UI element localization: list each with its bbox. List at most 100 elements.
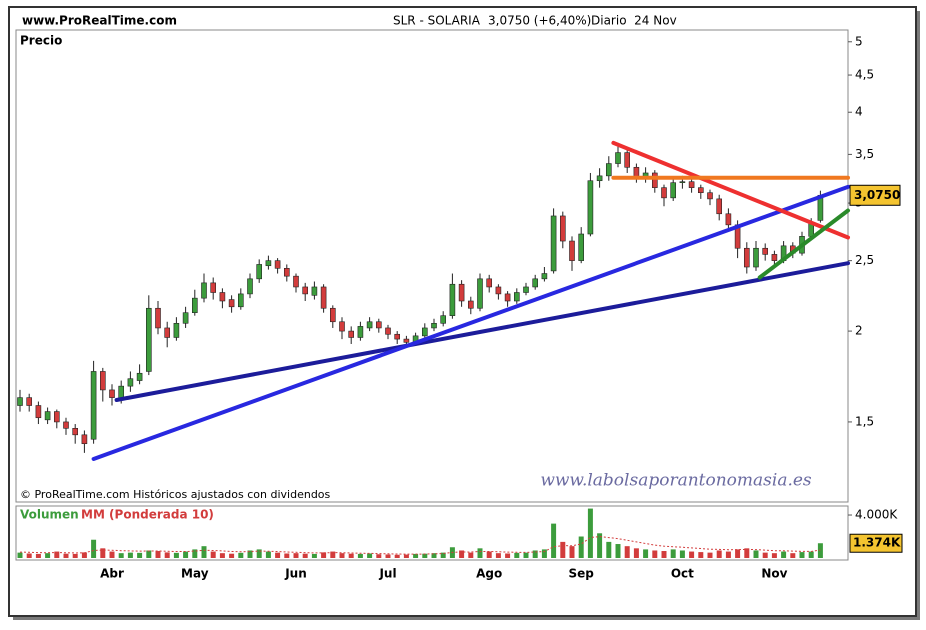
volume-bar <box>339 553 345 558</box>
volume-bar <box>422 553 428 558</box>
volume-panel <box>15 505 849 561</box>
candle-body <box>293 275 299 288</box>
volume-bar <box>670 549 676 558</box>
candle-body <box>155 307 161 329</box>
candle-body <box>320 286 327 309</box>
last-price-label: 3,0750 <box>854 188 900 202</box>
watermark: www.labolsaporantonomasia.es <box>540 471 812 491</box>
x-tick-label: Jul <box>378 567 396 581</box>
candle-body <box>302 286 309 295</box>
volume-bar <box>468 552 474 558</box>
volume-bar <box>633 548 639 558</box>
candle-body <box>559 215 566 242</box>
candle-body <box>182 312 189 324</box>
volume-bar <box>431 553 437 558</box>
volume-bar <box>284 553 290 558</box>
volume-bar <box>302 553 308 558</box>
volume-bar <box>652 550 658 558</box>
candle-body <box>421 327 428 337</box>
x-tick-label: Sep <box>569 567 595 581</box>
legend-ma: MM (Ponderada 10) <box>81 508 214 522</box>
volume-bar <box>707 552 713 558</box>
volume-bar <box>311 553 317 558</box>
y-tick-label: 3,5 <box>855 147 874 161</box>
quote: 3,0750 (+6,40%) <box>488 14 591 28</box>
volume-bar <box>615 544 621 558</box>
candle-body <box>238 293 244 308</box>
site: www.ProRealTime.com <box>22 14 177 28</box>
candle-body <box>569 240 575 261</box>
volume-bar <box>799 552 805 558</box>
candle-body <box>504 293 511 302</box>
price-panel <box>15 29 849 503</box>
candle-body <box>651 172 658 188</box>
volume-bar <box>229 553 235 558</box>
volume-bar <box>817 543 823 558</box>
volume-bar <box>477 548 483 558</box>
candle-body <box>173 322 180 338</box>
candle-body <box>366 321 373 329</box>
volume-bar <box>624 546 630 558</box>
volume-bar <box>192 549 198 558</box>
volume-bar <box>523 552 529 558</box>
candle-body <box>743 247 750 268</box>
candle-body <box>578 233 585 261</box>
y-tick-label: 2 <box>855 324 863 338</box>
volume-bar <box>716 550 722 558</box>
y-tick-label: 4 <box>855 105 863 119</box>
volume-bar <box>275 552 281 558</box>
candle-body <box>329 307 336 323</box>
symbol: SLR - SOLARIA <box>393 14 481 28</box>
volume-bar <box>127 552 133 558</box>
panel-title: Precio <box>20 34 62 48</box>
volume-bar <box>753 550 759 558</box>
volume-bar <box>689 551 695 558</box>
candle-body <box>339 321 345 332</box>
volume-bar <box>210 551 216 558</box>
trendline <box>611 140 850 240</box>
volume-bar <box>606 541 612 558</box>
trendline <box>757 208 850 280</box>
candle-body <box>247 278 253 295</box>
candle-body <box>467 300 474 309</box>
volume-bar <box>100 548 106 558</box>
trendline <box>91 184 850 461</box>
volume-bar <box>137 552 143 558</box>
y-tick-label: 5 <box>855 34 863 48</box>
candle-body <box>449 283 456 316</box>
last-volume-box <box>849 533 903 553</box>
volume-bar <box>560 541 566 558</box>
trendline <box>114 261 850 402</box>
period: Diario 24 Nov <box>591 14 677 28</box>
candle-body <box>596 175 603 182</box>
candle-body <box>513 292 520 302</box>
volume-bar <box>459 550 465 558</box>
volume-bar <box>173 552 179 558</box>
volume-bar <box>35 553 41 558</box>
volume-ma <box>19 536 821 555</box>
candle-body <box>688 181 695 188</box>
volume-bar <box>54 551 60 558</box>
volume-bar <box>597 533 603 558</box>
volume-bar <box>569 546 575 558</box>
last-price-box <box>849 184 901 206</box>
volume-bar <box>256 549 262 558</box>
candle-body <box>81 434 88 445</box>
volume-bar <box>486 551 492 558</box>
candle-body <box>523 286 529 293</box>
candle-body <box>311 286 318 296</box>
candle-body <box>697 187 704 194</box>
candle-body <box>164 327 170 338</box>
candle-body <box>661 187 667 199</box>
volume-bar <box>790 553 796 558</box>
volume-bar <box>679 550 685 558</box>
volume-bar <box>247 550 253 558</box>
candle-body <box>624 152 631 168</box>
x-tick-label: Jun <box>284 567 307 581</box>
legend-volume: Volumen <box>20 508 79 522</box>
footnote: © ProRealTime.com Históricos ajustados c… <box>20 488 331 501</box>
candle-body <box>375 321 382 329</box>
y-tick-label: 4.000K <box>855 508 898 522</box>
volume-bar <box>505 553 511 558</box>
